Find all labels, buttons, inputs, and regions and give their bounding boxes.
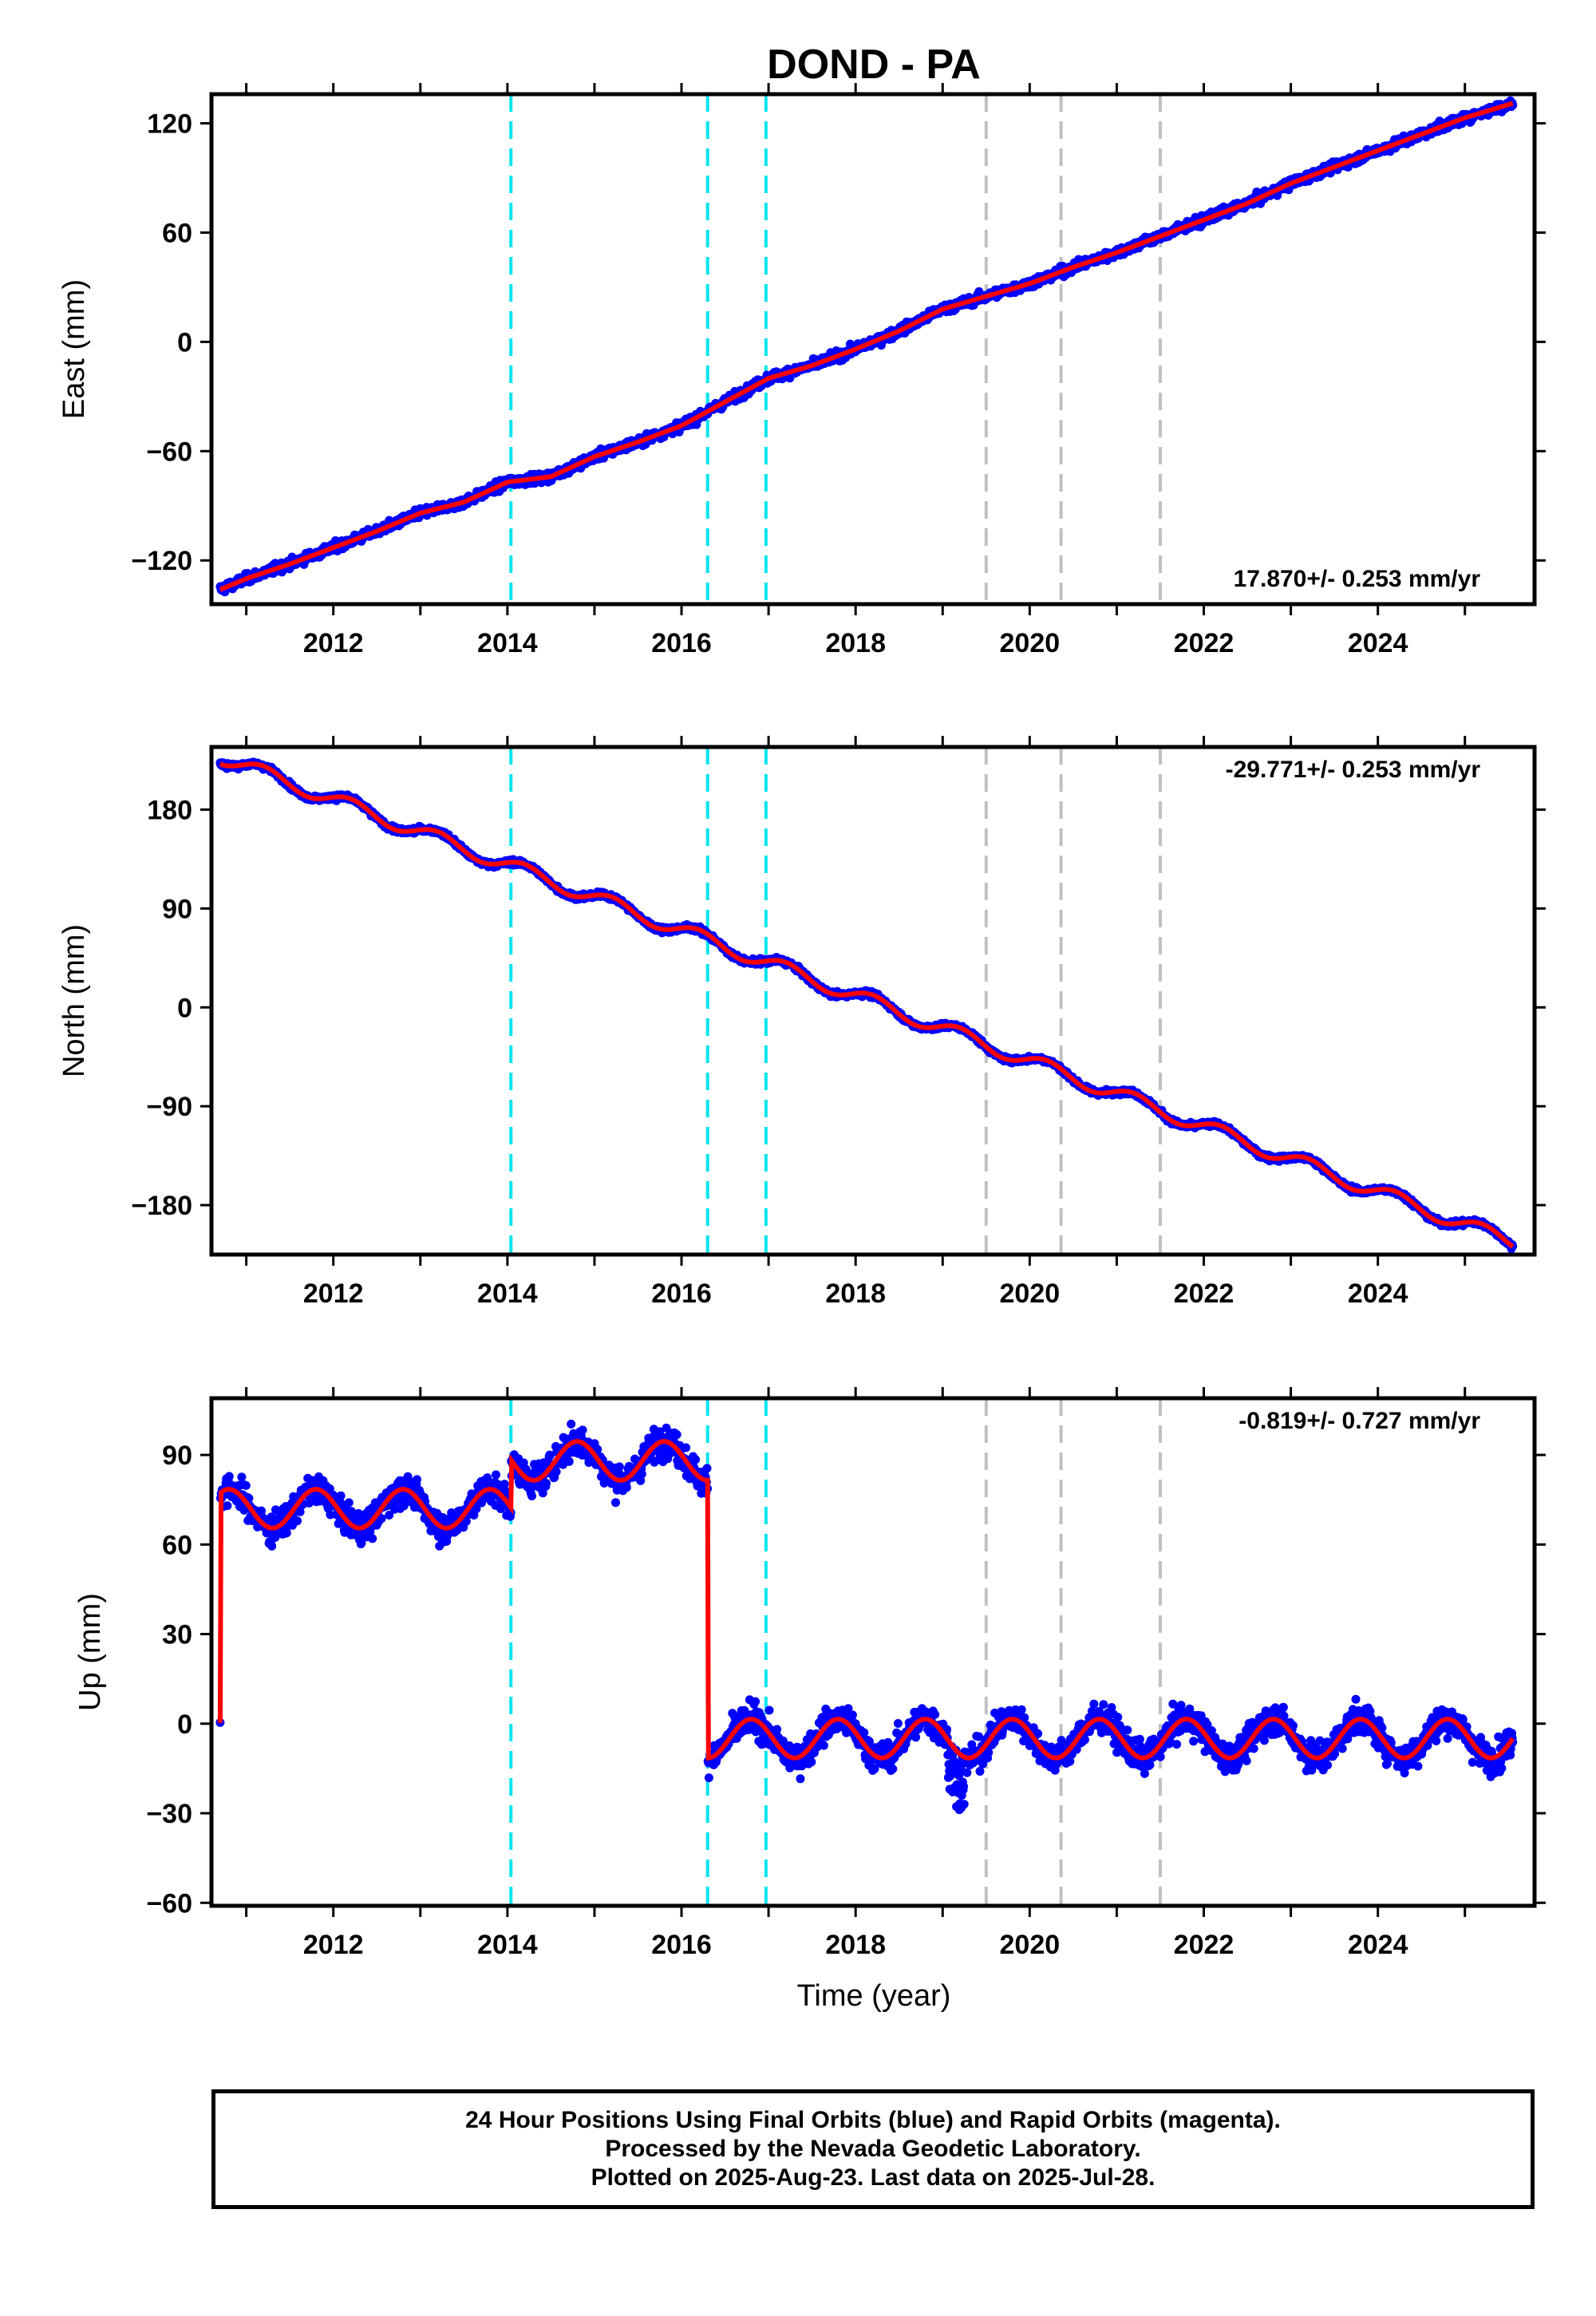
y-tick-label: 120 xyxy=(147,109,192,140)
x-tick-label: 2012 xyxy=(303,628,364,658)
rate-label: 17.870+/- 0.253 mm/yr xyxy=(1234,566,1481,592)
panel-east: −120 −60 0 60 120 2012 2014 2016 2018 2020 2022 202… xyxy=(57,83,1546,658)
y-tick-label: 60 xyxy=(162,218,192,248)
x-tick-label: 2024 xyxy=(1348,628,1408,658)
x-tick-label: 2020 xyxy=(1000,628,1061,658)
x-tick-label: 2022 xyxy=(1174,628,1235,658)
plot-area xyxy=(215,94,1518,604)
x-tick-label: 2014 xyxy=(477,628,538,658)
y-tick-label: −60 xyxy=(146,437,192,467)
plot-area xyxy=(215,747,1518,1255)
y-tick-label: 0 xyxy=(177,327,192,358)
chart-title: DOND - PA xyxy=(767,41,981,88)
x-tick-label: 2016 xyxy=(651,628,712,658)
y-tick-label: −120 xyxy=(131,546,192,576)
y-axis-label: East (mm) xyxy=(57,279,91,419)
x-axis-label: Time (year) xyxy=(797,1979,951,2013)
x-tick-label: 2018 xyxy=(825,628,886,658)
